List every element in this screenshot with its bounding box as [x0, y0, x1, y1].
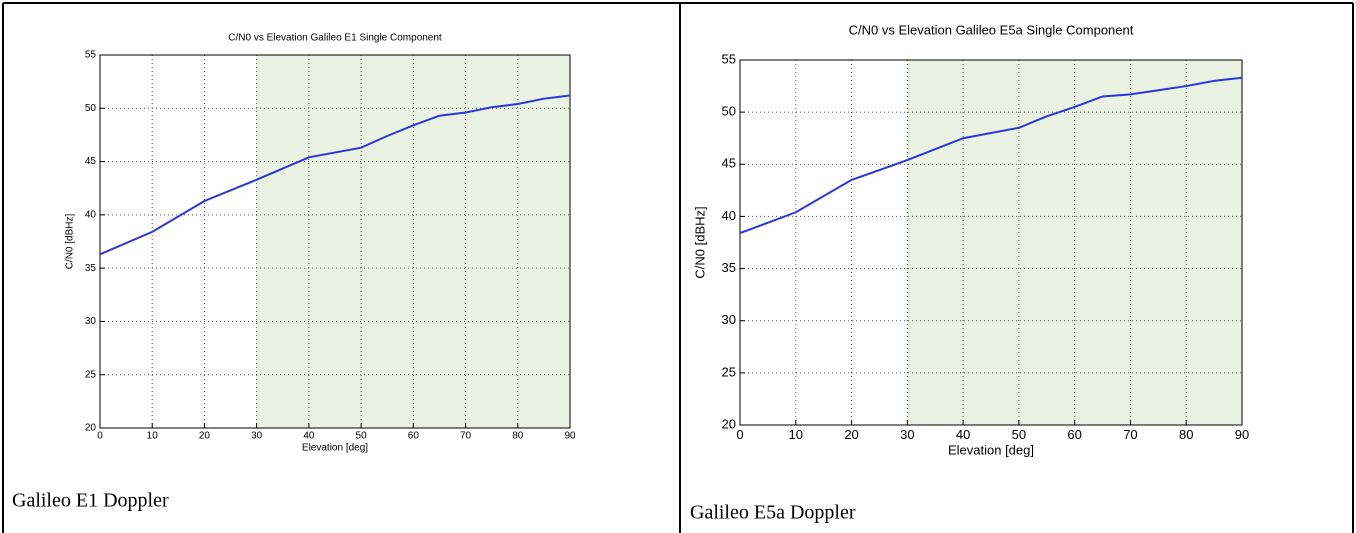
caption: Galileo E1 Doppler — [12, 490, 169, 512]
x-tick-label: 50 — [1012, 427, 1026, 442]
x-tick-label: 80 — [512, 431, 524, 442]
y-tick-label: 55 — [85, 50, 97, 61]
y-tick-label: 40 — [85, 209, 97, 220]
x-tick-label: 70 — [1123, 427, 1137, 442]
x-tick-label: 90 — [1235, 427, 1249, 442]
caption: Galileo E5a Doppler — [690, 502, 856, 524]
highlight-region — [907, 60, 1242, 425]
highlight-region — [256, 55, 570, 428]
data-line — [99, 94, 571, 256]
x-tick-label: 20 — [844, 427, 858, 442]
x-axis-label: Elevation [deg] — [948, 442, 1034, 457]
y-tick-label: 25 — [722, 364, 736, 379]
x-tick-label: 60 — [408, 431, 420, 442]
chart-title: C/N0 vs Elevation Galileo E5a Single Com… — [849, 22, 1134, 37]
x-tick-label: 0 — [736, 427, 743, 442]
x-tick-label: 70 — [460, 431, 472, 442]
y-axis-label: C/N0 [dBHz] — [65, 213, 76, 269]
y-tick-label: 35 — [722, 260, 736, 275]
x-tick-label: 30 — [900, 427, 914, 442]
x-tick-label: 90 — [564, 431, 576, 442]
plot-frame — [739, 59, 1243, 426]
y-tick-label: 45 — [722, 156, 736, 171]
x-axis-label: Elevation [deg] — [302, 443, 368, 454]
x-tick-label: 0 — [97, 431, 103, 442]
y-tick-label: 45 — [85, 156, 97, 167]
y-axis-label: C/N0 [dBHz] — [692, 206, 707, 278]
y-tick-label: 50 — [85, 103, 97, 114]
y-tick-label: 35 — [85, 263, 97, 274]
y-tick-label: 50 — [722, 104, 736, 119]
data-line — [739, 76, 1243, 235]
plot-frame — [99, 54, 571, 429]
y-tick-label: 40 — [722, 208, 736, 223]
y-tick-label: 30 — [85, 316, 97, 327]
chart-title: C/N0 vs Elevation Galileo E1 Single Comp… — [228, 33, 442, 44]
x-tick-label: 80 — [1179, 427, 1193, 442]
x-tick-label: 50 — [356, 431, 368, 442]
x-tick-label: 10 — [789, 427, 803, 442]
x-tick-label: 60 — [1067, 427, 1081, 442]
x-tick-label: 40 — [303, 431, 315, 442]
x-tick-label: 40 — [956, 427, 970, 442]
x-tick-label: 20 — [199, 431, 211, 442]
y-tick-label: 55 — [722, 51, 736, 66]
y-tick-label: 25 — [85, 369, 97, 380]
y-tick-label: 30 — [722, 312, 736, 327]
y-tick-label: 20 — [85, 423, 97, 434]
y-tick-label: 20 — [722, 416, 736, 431]
x-tick-label: 30 — [251, 431, 263, 442]
x-tick-label: 10 — [147, 431, 159, 442]
